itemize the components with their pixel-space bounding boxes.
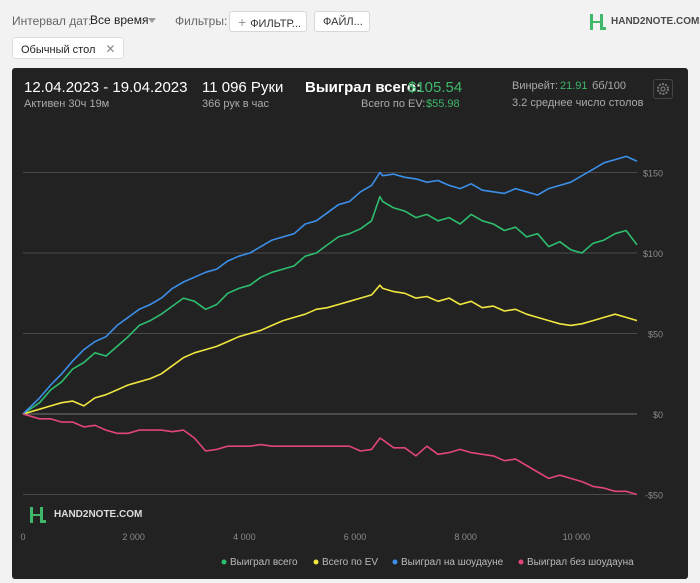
file-button-label: ФАЙЛ... xyxy=(323,16,363,28)
winrate-label: Винрейт: xyxy=(512,80,559,92)
h2n-logo-icon xyxy=(590,14,606,30)
brand-text: HAND2NOTE.COM xyxy=(611,16,700,27)
active-filter-chip: Обычный стол ✕ xyxy=(12,37,125,59)
date-range: 12.04.2023 - 19.04.2023 xyxy=(24,79,188,96)
legend-label: Всего по EV xyxy=(322,557,378,568)
series-line xyxy=(22,155,638,415)
filter-button-label: ФИЛЬТР... xyxy=(250,18,301,30)
series-line xyxy=(22,284,638,415)
y-tick-label: $0 xyxy=(653,410,663,420)
avg-tables: 3.2 среднее число столов xyxy=(512,97,644,109)
winrate-unit: бб/100 xyxy=(592,80,627,92)
series-line xyxy=(22,413,638,496)
brand-logo: HAND2NOTE.COM xyxy=(590,12,699,32)
chart-legend: Выиграл всего Всего по EV Выиграл на шоуда… xyxy=(221,556,634,568)
x-tick-label: 4 000 xyxy=(233,532,256,542)
chevron-down-icon[interactable] xyxy=(148,18,156,23)
filters-label: Фильтры: xyxy=(175,14,228,28)
chip-label: Обычный стол xyxy=(21,44,96,56)
filter-button[interactable]: + ФИЛЬТР... xyxy=(229,11,307,32)
date-interval-dropdown[interactable]: Все время xyxy=(90,13,149,27)
chart-grid xyxy=(23,172,637,495)
legend-marker xyxy=(221,559,227,565)
hands-count: 11 096 Руки xyxy=(202,79,284,96)
y-axis-tick-labels: $150 $100 $50 $0 -$50 xyxy=(643,169,663,501)
watermark-text: HAND2NOTE.COM xyxy=(54,509,143,520)
series-line xyxy=(22,195,638,415)
x-tick-label: 2 000 xyxy=(122,532,145,542)
y-tick-label: -$50 xyxy=(645,491,663,501)
legend-label: Выиграл всего xyxy=(230,557,298,568)
plus-icon: + xyxy=(238,14,247,30)
settings-button[interactable] xyxy=(653,79,673,99)
ev-total-value: $55.98 xyxy=(426,98,460,110)
file-button[interactable]: ФАЙЛ... xyxy=(314,11,370,32)
chart-series xyxy=(22,155,638,496)
ev-total-label: Всего по EV: xyxy=(361,98,426,110)
y-tick-label: $150 xyxy=(643,169,663,179)
won-total-value: $105.54 xyxy=(408,79,463,96)
gear-icon xyxy=(657,83,669,95)
winrate-value: 21.91 xyxy=(560,80,588,92)
x-tick-label: 0 xyxy=(20,532,25,542)
close-icon[interactable]: ✕ xyxy=(105,42,116,56)
won-total-label: Выиграл всего: xyxy=(305,79,422,96)
legend-marker xyxy=(313,559,319,565)
y-tick-label: $50 xyxy=(648,330,663,340)
y-tick-label: $100 xyxy=(643,249,663,259)
x-tick-label: 10 000 xyxy=(563,532,591,542)
results-chart: $150 $100 $50 $0 -$50 0 2 000 4 000 6 000 8 000 1… xyxy=(20,155,663,568)
x-tick-label: 6 000 xyxy=(344,532,367,542)
date-interval-label: Интервал дат: xyxy=(12,14,92,28)
active-time: Активен 30ч 19м xyxy=(24,98,110,110)
h2n-watermark-icon xyxy=(30,507,46,523)
filter-toolbar: Интервал дат: Все время Фильтры: + ФИЛЬТР… xyxy=(0,0,700,36)
hands-per-hour: 366 рук в час xyxy=(202,98,270,110)
legend-label: Выиграл без шоудауна xyxy=(527,556,634,568)
x-tick-label: 8 000 xyxy=(454,532,477,542)
legend-marker xyxy=(518,559,524,565)
legend-marker xyxy=(392,559,398,565)
results-panel: 12.04.2023 - 19.04.2023 Активен 30ч 19м … xyxy=(12,68,688,579)
watermark-logo: HAND2NOTE.COM xyxy=(30,505,142,530)
x-axis-tick-labels: 0 2 000 4 000 6 000 8 000 10 000 xyxy=(20,532,590,542)
legend-label: Выиграл на шоудауне xyxy=(401,557,504,568)
